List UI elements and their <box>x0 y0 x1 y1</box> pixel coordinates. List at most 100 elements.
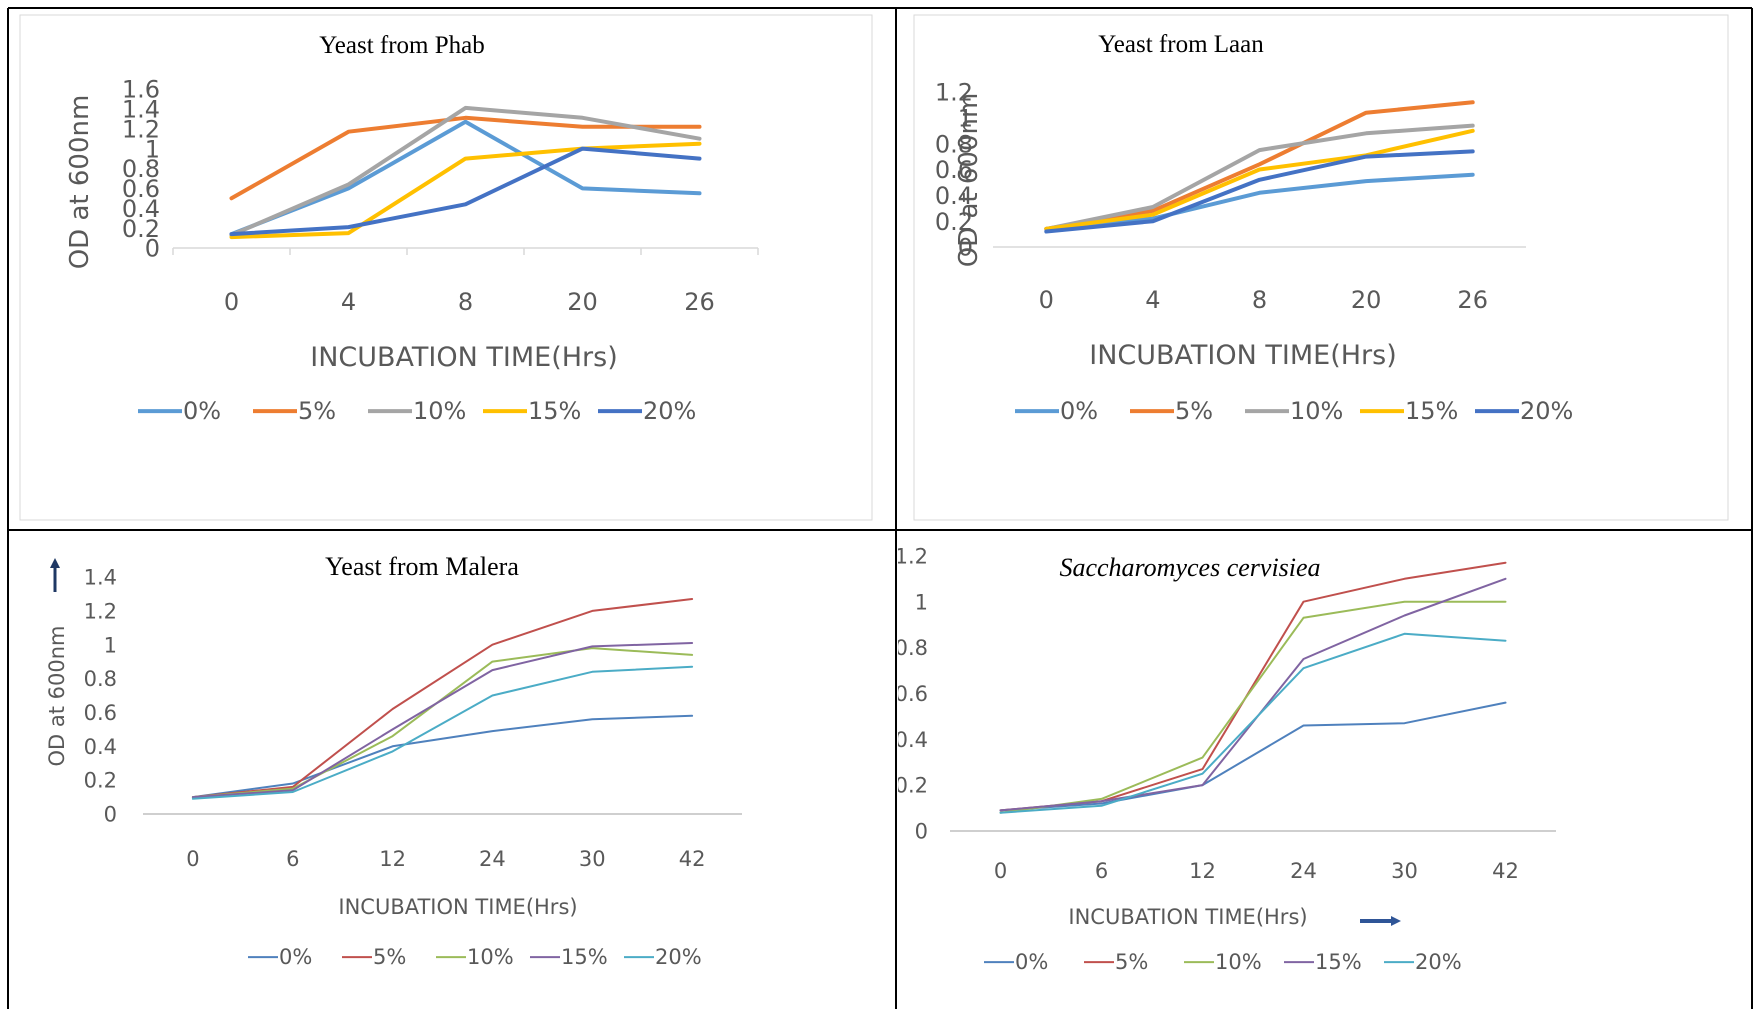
x-tick-label: 4 <box>1145 286 1160 314</box>
y-tick-label: 1.2 <box>898 544 928 568</box>
legend-label: 5% <box>1175 397 1213 425</box>
legend-label: 15% <box>561 945 608 969</box>
x-tick-label: 8 <box>1252 286 1267 314</box>
x-tick-label: 12 <box>379 847 406 871</box>
series-line-0pct <box>1044 172 1475 231</box>
y-tick-label: 0.2 <box>898 774 928 798</box>
x-axis-title: INCUBATION TIME(Hrs) <box>1068 905 1307 929</box>
x-tick-label: 30 <box>579 847 606 871</box>
x-tick-label: 42 <box>1492 859 1519 883</box>
y-tick-label: 0.8 <box>122 155 160 183</box>
y-tick-label: 1.4 <box>122 96 160 124</box>
x-axis-title: INCUBATION TIME(Hrs) <box>338 895 577 919</box>
series-line-15pct <box>1044 128 1475 231</box>
series-line-15pct <box>229 141 702 240</box>
y-tick-label: 0.8 <box>84 667 117 691</box>
x-tick-label: 6 <box>1095 859 1108 883</box>
y-tick-label: 0.8 <box>935 130 973 158</box>
y-tick-label: 1 <box>145 135 160 163</box>
chart-svg: Saccharomyces cervisiea 0 0.2 0.4 0.6 0.8 1 1.2… <box>898 544 1556 974</box>
x-tick-label: 24 <box>1290 859 1317 883</box>
chart-panel-phab: Yeast from Phab 0 0.2 0.4 0.6 0.8 1 1.2 1.4 1.6 0 4… <box>10 10 895 529</box>
series-line-20pct <box>229 146 702 237</box>
chart-title: Yeast from Malera <box>325 552 519 581</box>
y-tick-label: 0.6 <box>122 175 160 203</box>
x-tick-label: 4 <box>341 288 356 316</box>
legend-label: 10% <box>1290 397 1343 425</box>
y-tick-label: 0 <box>145 235 160 263</box>
y-tick-label: 0.4 <box>84 735 117 759</box>
y-tick-label: 1 <box>104 633 117 657</box>
chart-area-border <box>19 14 873 521</box>
series-line-10pct <box>229 105 702 238</box>
y-tick-label: 0.2 <box>84 769 117 793</box>
x-tick-label: 26 <box>1457 286 1488 314</box>
x-tick-label: 42 <box>679 847 706 871</box>
legend-label: 10% <box>413 397 466 425</box>
chart-panel-laan: Yeast from Laan 0 0.2 0.4 0.6 0.8 1 1.2 0 4 8 20 26 I… <box>898 10 1751 529</box>
series-line-5pct <box>1044 100 1475 231</box>
y-tick-label: 1.2 <box>122 115 160 143</box>
x-tick-label: 0 <box>224 288 239 316</box>
legend-label: 10% <box>467 945 514 969</box>
legend-label: 0% <box>183 397 221 425</box>
legend-label: 5% <box>373 945 406 969</box>
legend-label: 20% <box>1520 397 1573 425</box>
y-tick-label: 1.6 <box>122 76 160 104</box>
x-tick-label: 26 <box>684 288 715 316</box>
x-tick-label: 0 <box>186 847 199 871</box>
y-tick-label: 0.6 <box>935 156 973 184</box>
y-tick-label: 1.2 <box>935 79 973 107</box>
series-line-5pct <box>229 115 702 201</box>
legend-label: 5% <box>298 397 336 425</box>
series-line-20pct <box>1044 149 1475 234</box>
y-tick-label: 1 <box>958 104 973 132</box>
chart-panel-malera: Yeast from Malera 0 0.2 0.4 0.6 0.8 1 1.2 1.4 0 6 1… <box>10 532 895 1009</box>
legend-label: 0% <box>1015 950 1048 974</box>
axis-arrowhead-right <box>1391 916 1401 926</box>
x-tick-label: 20 <box>1351 286 1382 314</box>
series-line-15pct <box>999 577 1507 812</box>
x-axis-title: INCUBATION TIME(Hrs) <box>1089 340 1397 371</box>
series-line-10pct <box>999 600 1507 814</box>
x-axis-title: INCUBATION TIME(Hrs) <box>310 342 618 373</box>
legend-label: 15% <box>528 397 581 425</box>
legend-label: 0% <box>1060 397 1098 425</box>
legend-label: 20% <box>643 397 696 425</box>
y-tick-label: 0.8 <box>898 636 928 660</box>
y-axis-title: OD at 600nm <box>65 95 95 270</box>
series-line-0pct <box>999 701 1507 812</box>
y-tick-label: 0.4 <box>122 195 160 223</box>
y-tick-label: 0.2 <box>122 215 160 243</box>
x-tick-label: 20 <box>567 288 598 316</box>
y-tick-label: 0.6 <box>898 682 928 706</box>
y-axis-title: OD at 600nm <box>954 93 984 268</box>
chart-svg: Yeast from Malera 0 0.2 0.4 0.6 0.8 1 1.2 1.4 0 6 1… <box>45 552 742 969</box>
x-tick-label: 24 <box>479 847 506 871</box>
chart-title: Yeast from Laan <box>1098 31 1264 58</box>
chart-panel-saccharomyces: Saccharomyces cervisiea 0 0.2 0.4 0.6 0.8 1 1.2… <box>898 532 1751 1009</box>
y-tick-label: 0.4 <box>898 728 928 752</box>
y-tick-label: 0 <box>958 234 973 262</box>
y-tick-label: 1 <box>915 590 928 614</box>
series-line-0pct <box>229 119 702 237</box>
series-line-0pct <box>191 714 694 799</box>
x-tick-label: 12 <box>1189 859 1216 883</box>
chart-area-border <box>913 14 1729 521</box>
x-tick-label: 6 <box>286 847 299 871</box>
x-tick-label: 30 <box>1391 859 1418 883</box>
y-tick-label: 0.2 <box>935 208 973 236</box>
y-tick-label: 0 <box>915 820 928 844</box>
x-tick-label: 0 <box>1039 286 1054 314</box>
series-line-5pct <box>191 598 694 799</box>
legend-label: 5% <box>1115 950 1148 974</box>
legend-label: 10% <box>1215 950 1262 974</box>
x-tick-label: 8 <box>458 288 473 316</box>
y-tick-label: 0.4 <box>935 182 973 210</box>
chart-title: Yeast from Phab <box>319 32 485 59</box>
y-axis-title: OD at 600nm <box>45 625 69 766</box>
legend-label: 20% <box>1415 950 1462 974</box>
